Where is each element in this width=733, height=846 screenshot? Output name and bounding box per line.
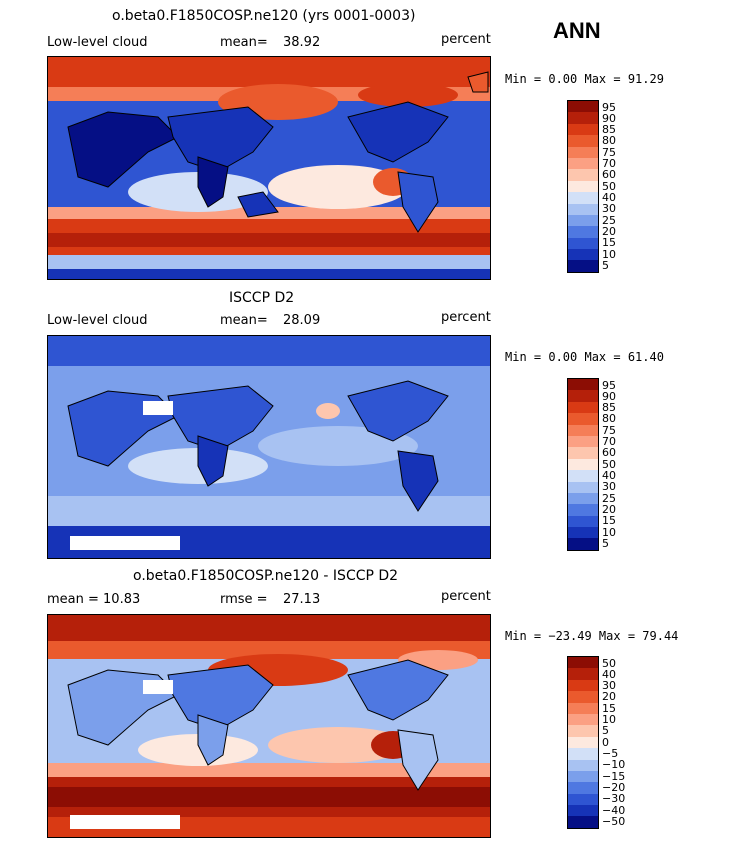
panel2-minmax: Min = 0.00 Max = 61.40 — [505, 350, 664, 364]
colorbar-tick-label: 25 — [602, 492, 616, 505]
panel3-title: o.beta0.F1850COSP.ne120 - ISCCP D2 — [133, 568, 399, 584]
colorbar-tick-label: 10 — [602, 713, 616, 726]
colorbar-tick-label: 10 — [602, 248, 616, 261]
colorbar-tick-label: 40 — [602, 469, 616, 482]
colorbar-tick-label: 85 — [602, 123, 616, 136]
colorbar-tick-label: 50 — [602, 458, 616, 471]
colorbar-tick-label: 20 — [602, 225, 616, 238]
panel3-map-graphic — [48, 615, 490, 837]
colorbar-tick-label: 0 — [602, 736, 609, 749]
colorbar-tick-label: 30 — [602, 480, 616, 493]
colorbar-tick-label: −50 — [602, 815, 626, 828]
colorbar-tick-label: 90 — [602, 112, 616, 125]
panel3-left-label: mean = 10.83 — [47, 592, 141, 607]
panel3-stat-label: rmse = — [220, 592, 268, 607]
panel2-colorbar — [567, 378, 599, 551]
panel3-colorbar — [567, 656, 599, 829]
panel2-map — [47, 335, 491, 559]
colorbar-tick-label: 60 — [602, 446, 616, 459]
colorbar-tick-label: 15 — [602, 514, 616, 527]
colorbar-tick-label: −40 — [602, 804, 626, 817]
colorbar-tick-label: 80 — [602, 134, 616, 147]
colorbar-tick-label: 50 — [602, 180, 616, 193]
panel2-map-graphic — [48, 336, 490, 558]
panel2-units: percent — [441, 310, 491, 325]
panel2-stat-value: 28.09 — [283, 313, 321, 328]
colorbar-tick-label: 20 — [602, 503, 616, 516]
panel3-stat-value: 27.13 — [283, 592, 321, 607]
colorbar-tick-label: −15 — [602, 770, 626, 783]
panel1-map-graphic — [48, 57, 490, 279]
colorbar-tick-label: 15 — [602, 236, 616, 249]
panel1-stat-label: mean= — [220, 35, 268, 50]
colorbar-tick-label: 95 — [602, 101, 616, 114]
panel3-minmax: Min = −23.49 Max = 79.44 — [505, 629, 679, 643]
colorbar-tick-label: −20 — [602, 781, 626, 794]
colorbar-tick-label: 40 — [602, 668, 616, 681]
colorbar-tick-label: 75 — [602, 146, 616, 159]
panel1-map — [47, 56, 491, 280]
panel1-left-label: Low-level cloud — [47, 35, 148, 50]
colorbar-tick-label: 10 — [602, 526, 616, 539]
panel1-units: percent — [441, 32, 491, 47]
panel2-stat-label: mean= — [220, 313, 268, 328]
colorbar-tick-label: −30 — [602, 792, 626, 805]
colorbar-tick-label: 40 — [602, 191, 616, 204]
colorbar-tick-label: 95 — [602, 379, 616, 392]
panel3-map — [47, 614, 491, 838]
colorbar-tick-label: 75 — [602, 424, 616, 437]
colorbar-tick-label: 15 — [602, 702, 616, 715]
colorbar-tick-label: 50 — [602, 657, 616, 670]
colorbar-tick-label: 85 — [602, 401, 616, 414]
colorbar-tick-label: 80 — [602, 412, 616, 425]
panel2-title: ISCCP D2 — [229, 290, 295, 306]
panel1-title: o.beta0.F1850COSP.ne120 (yrs 0001-0003) — [112, 8, 416, 24]
colorbar-tick-label: 5 — [602, 537, 609, 550]
colorbar-tick-label: 5 — [602, 724, 609, 737]
colorbar-tick-label: 30 — [602, 679, 616, 692]
colorbar-tick-label: 90 — [602, 390, 616, 403]
colorbar-tick-label: −10 — [602, 758, 626, 771]
panel2-left-label: Low-level cloud — [47, 313, 148, 328]
panel1-colorbar — [567, 100, 599, 273]
panel3-units: percent — [441, 589, 491, 604]
colorbar-tick-label: 60 — [602, 168, 616, 181]
panel1-minmax: Min = 0.00 Max = 91.29 — [505, 72, 664, 86]
colorbar-tick-label: 30 — [602, 202, 616, 215]
season-label: ANN — [553, 18, 601, 43]
colorbar-tick-label: 20 — [602, 690, 616, 703]
colorbar-tick-label: 5 — [602, 259, 609, 272]
colorbar-tick-label: 70 — [602, 157, 616, 170]
panel1-stat-value: 38.92 — [283, 35, 321, 50]
colorbar-tick-label: 25 — [602, 214, 616, 227]
colorbar-tick-label: 70 — [602, 435, 616, 448]
colorbar-tick-label: −5 — [602, 747, 619, 760]
